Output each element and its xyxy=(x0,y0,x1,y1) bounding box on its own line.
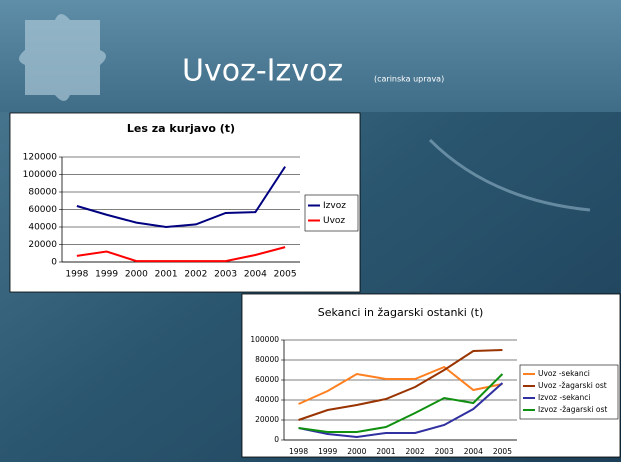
x-tick-label: 2003 xyxy=(214,270,237,280)
charts: Les za kurjavo (t)0200004000060000800001… xyxy=(9,112,621,458)
chart-title: Les za kurjavo (t) xyxy=(127,122,235,135)
series-line xyxy=(298,373,504,433)
y-tick-label: 100000 xyxy=(23,170,58,180)
x-tick-label: 2001 xyxy=(376,447,395,456)
chart-title: Sekanci in žagarski ostanki (t) xyxy=(318,306,483,319)
y-tick-label: 120000 xyxy=(23,153,58,163)
legend-label: Izvoz xyxy=(323,201,346,211)
legend-label: Uvoz xyxy=(323,216,345,226)
x-tick-label: 2002 xyxy=(184,270,207,280)
legend-label: Uvoz -žagarski ost xyxy=(538,381,607,390)
x-tick-label: 2005 xyxy=(274,270,297,280)
x-tick-label: 2004 xyxy=(464,447,483,456)
chart: Sekanci in žagarski ostanki (t) 0 20000 400… xyxy=(241,293,621,458)
x-tick-label: 2001 xyxy=(155,270,178,280)
legend-label: Izvoz -sekanci xyxy=(538,393,591,402)
x-tick-label: 2000 xyxy=(125,270,148,280)
x-tick-label: 2005 xyxy=(493,447,512,456)
y-tick-label: 0 xyxy=(274,435,279,444)
x-tick-label: 1999 xyxy=(318,447,337,456)
x-tick-label: 2004 xyxy=(244,270,267,280)
legend-label: Izvoz -žagarski ost xyxy=(538,405,607,414)
y-tick-label: 0 xyxy=(51,258,57,268)
y-tick-label: 20000 xyxy=(255,415,279,424)
slide-title: Uvoz-Izvoz xyxy=(182,54,343,89)
y-tick-label: 60000 xyxy=(255,375,279,384)
y-tick-label: 80000 xyxy=(28,188,57,198)
decoration xyxy=(428,138,591,212)
y-tick-label: 40000 xyxy=(255,395,279,404)
legend xyxy=(304,194,359,232)
puzzle-piece xyxy=(19,14,106,101)
series-line xyxy=(76,166,286,229)
legend xyxy=(519,364,619,420)
legend-label: Uvoz -sekanci xyxy=(538,369,590,378)
x-tick-label: 2000 xyxy=(347,447,366,456)
x-tick-label: 2003 xyxy=(435,447,454,456)
y-tick-label: 80000 xyxy=(255,355,279,364)
x-tick-label: 1998 xyxy=(65,270,88,280)
x-tick-label: 1998 xyxy=(289,447,308,456)
chart: Les za kurjavo (t) 0 20000 40000 60000 80000 1… xyxy=(9,112,361,293)
y-tick-label: 20000 xyxy=(28,240,57,250)
slide-subtitle: (carinska uprava) xyxy=(374,75,444,84)
series-line xyxy=(298,382,504,439)
x-tick-label: 1999 xyxy=(95,270,118,280)
y-tick-label: 40000 xyxy=(28,223,57,233)
series-line xyxy=(298,365,503,405)
series-line xyxy=(298,349,503,421)
y-tick-label: 100000 xyxy=(250,335,279,344)
series-line xyxy=(76,246,286,263)
y-tick-label: 60000 xyxy=(28,205,57,215)
x-tick-label: 2002 xyxy=(406,447,425,456)
